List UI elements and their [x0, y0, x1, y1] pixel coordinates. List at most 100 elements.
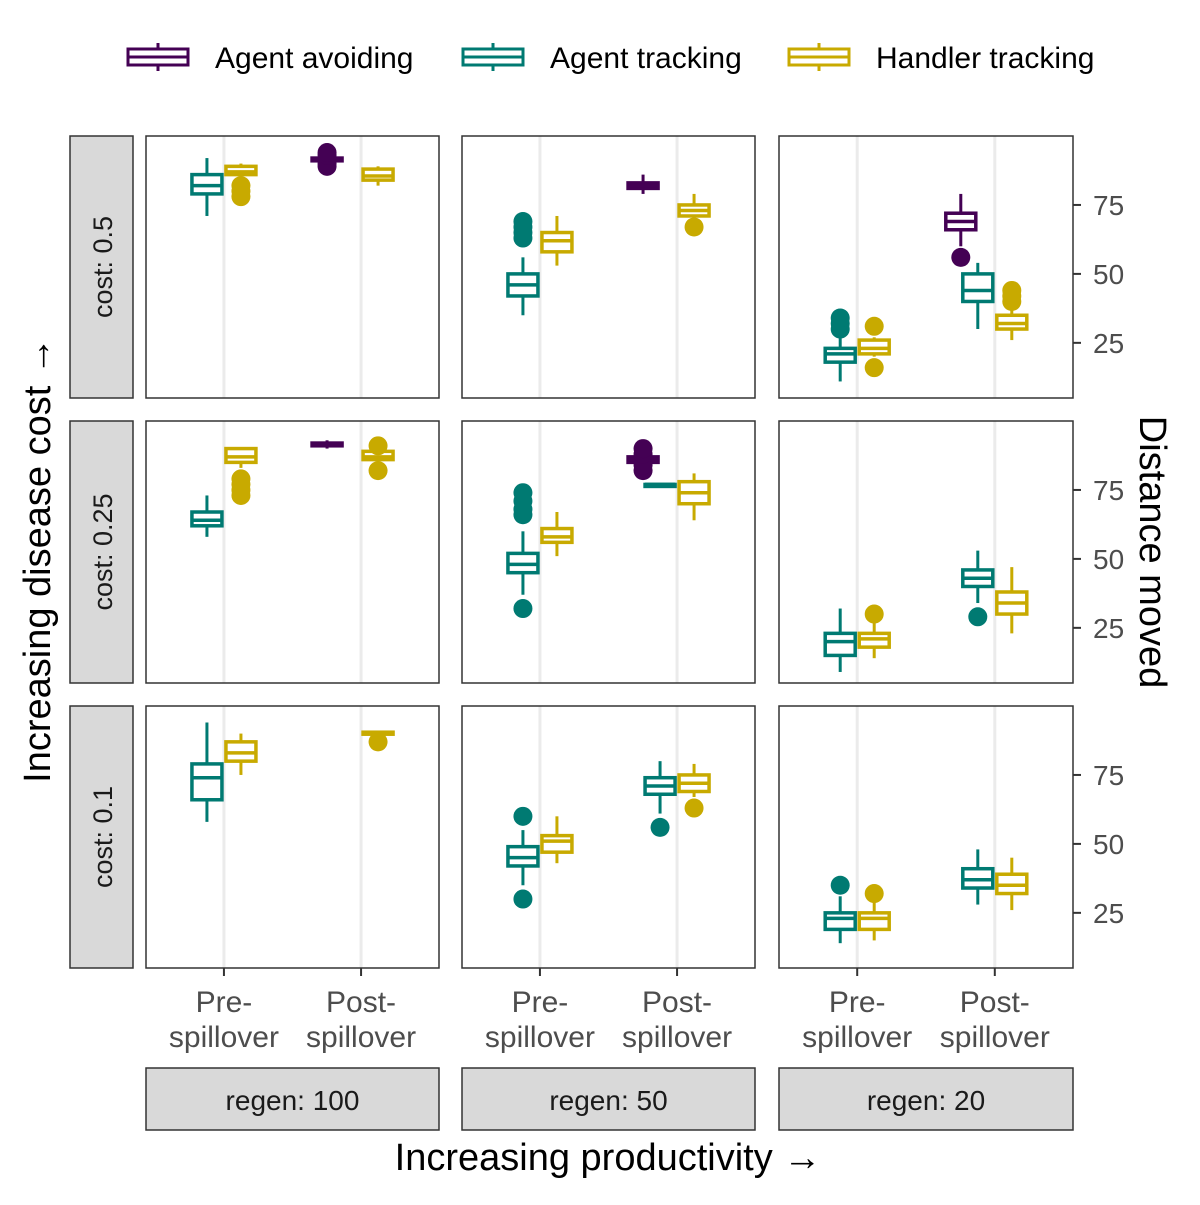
boxplot	[961, 550, 995, 627]
legend-item: Handler tracking	[787, 42, 1094, 75]
col-strip: regen: 100	[145, 1067, 440, 1131]
boxplot	[224, 733, 258, 775]
legend-label: Agent tracking	[550, 42, 742, 75]
row-strip-box	[69, 705, 134, 969]
boxplot	[506, 211, 540, 316]
legend-label: Handler tracking	[876, 42, 1094, 75]
boxplot	[540, 512, 574, 557]
y-tick-label: 50	[1093, 259, 1124, 290]
outlier-point	[513, 806, 533, 826]
outlier-point	[684, 217, 704, 237]
outlier-point	[368, 436, 388, 456]
outlier-point	[1002, 280, 1022, 300]
y-axis-title-left: Increasing disease cost →	[17, 337, 59, 783]
boxplot	[361, 730, 395, 752]
panel	[461, 420, 756, 684]
col-strip-box	[461, 1067, 756, 1131]
panel-border	[145, 420, 440, 684]
panel	[461, 705, 756, 969]
panel-border	[145, 705, 440, 969]
boxplot	[310, 143, 344, 176]
outlier-point	[864, 884, 884, 904]
box-body	[961, 272, 995, 304]
panel	[145, 135, 440, 399]
row-strip-label: cost: 0.1	[88, 786, 118, 888]
x-tick-label: Post-spillover	[940, 986, 1050, 1054]
row-strip-box	[69, 420, 134, 684]
box-body	[823, 911, 857, 932]
outlier-point	[368, 461, 388, 481]
x-tick-label-line: Pre-	[512, 986, 569, 1019]
outlier-point	[231, 469, 251, 489]
boxplot	[506, 483, 540, 619]
legend-label: Agent avoiding	[215, 42, 414, 75]
boxplot	[857, 316, 891, 378]
boxplot	[823, 608, 857, 672]
panel	[778, 420, 1074, 684]
col-strip: regen: 20	[778, 1067, 1074, 1131]
boxplot	[506, 806, 540, 909]
y-tick-label: 25	[1093, 613, 1124, 644]
outlier-point	[864, 316, 884, 336]
x-tick-label-line: Post-	[326, 986, 396, 1019]
x-tick-label-line: Pre-	[829, 986, 886, 1019]
legend: Agent avoiding Agent tracking Handler trac…	[126, 42, 1094, 75]
outlier-point	[968, 607, 988, 627]
panel	[145, 420, 440, 684]
x-tick-label-line: Post-	[960, 986, 1030, 1019]
x-tick-label: Post-spillover	[622, 986, 732, 1054]
row-strip-box	[69, 135, 134, 399]
facet-strips: cost: 0.5 cost: 0.25 cost: 0.1 regen: 100 re…	[69, 135, 1074, 1131]
boxplot	[995, 567, 1029, 634]
x-tick-label-line: spillover	[940, 1021, 1050, 1054]
facet-panels	[145, 135, 1074, 969]
boxplot	[361, 436, 395, 481]
box-body	[540, 833, 574, 854]
col-strip: regen: 50	[461, 1067, 756, 1131]
x-tick-label-line: spillover	[169, 1021, 279, 1054]
boxplot	[643, 482, 677, 489]
y-tick-label: 25	[1093, 898, 1124, 929]
boxplot	[643, 761, 677, 837]
outlier-point	[633, 439, 653, 459]
col-strip-box	[145, 1067, 440, 1131]
outlier-point	[513, 889, 533, 909]
boxplot	[190, 722, 224, 822]
axes: Pre-spilloverPost-spilloverPre-spillover…	[169, 190, 1124, 1054]
box-body	[823, 631, 857, 658]
panel-border	[461, 135, 756, 399]
panel	[461, 135, 756, 399]
boxplot	[540, 215, 574, 266]
outlier-point	[513, 483, 533, 503]
boxplot	[857, 604, 891, 659]
boxplot	[677, 193, 711, 237]
boxplot	[310, 440, 344, 449]
col-strip-label: regen: 20	[867, 1085, 985, 1116]
boxplot	[677, 763, 711, 818]
y-axis-title-right: Distance moved	[1131, 416, 1173, 688]
boxplot	[961, 262, 995, 330]
box-body	[857, 911, 891, 932]
y-tick-label: 50	[1093, 544, 1124, 575]
x-tick-label: Pre-spillover	[169, 986, 279, 1054]
col-strip-label: regen: 50	[549, 1085, 667, 1116]
x-tick-label-line: spillover	[802, 1021, 912, 1054]
panel-border	[778, 420, 1074, 684]
boxplot	[626, 174, 660, 194]
boxplot	[995, 280, 1029, 341]
boxplot	[823, 308, 857, 382]
outlier-point	[864, 358, 884, 378]
panel-border	[145, 135, 440, 399]
x-tick-label: Pre-spillover	[802, 986, 912, 1054]
x-tick-label-line: spillover	[485, 1021, 595, 1054]
col-strip-label: regen: 100	[226, 1085, 360, 1116]
x-tick-label-line: spillover	[622, 1021, 732, 1054]
boxplot	[995, 857, 1029, 911]
panel-border	[778, 705, 1074, 969]
row-strip: cost: 0.5	[69, 135, 134, 399]
outlier-point	[684, 798, 704, 818]
panel-border	[778, 135, 1074, 399]
outlier-point	[231, 176, 251, 196]
outlier-point	[951, 247, 971, 267]
